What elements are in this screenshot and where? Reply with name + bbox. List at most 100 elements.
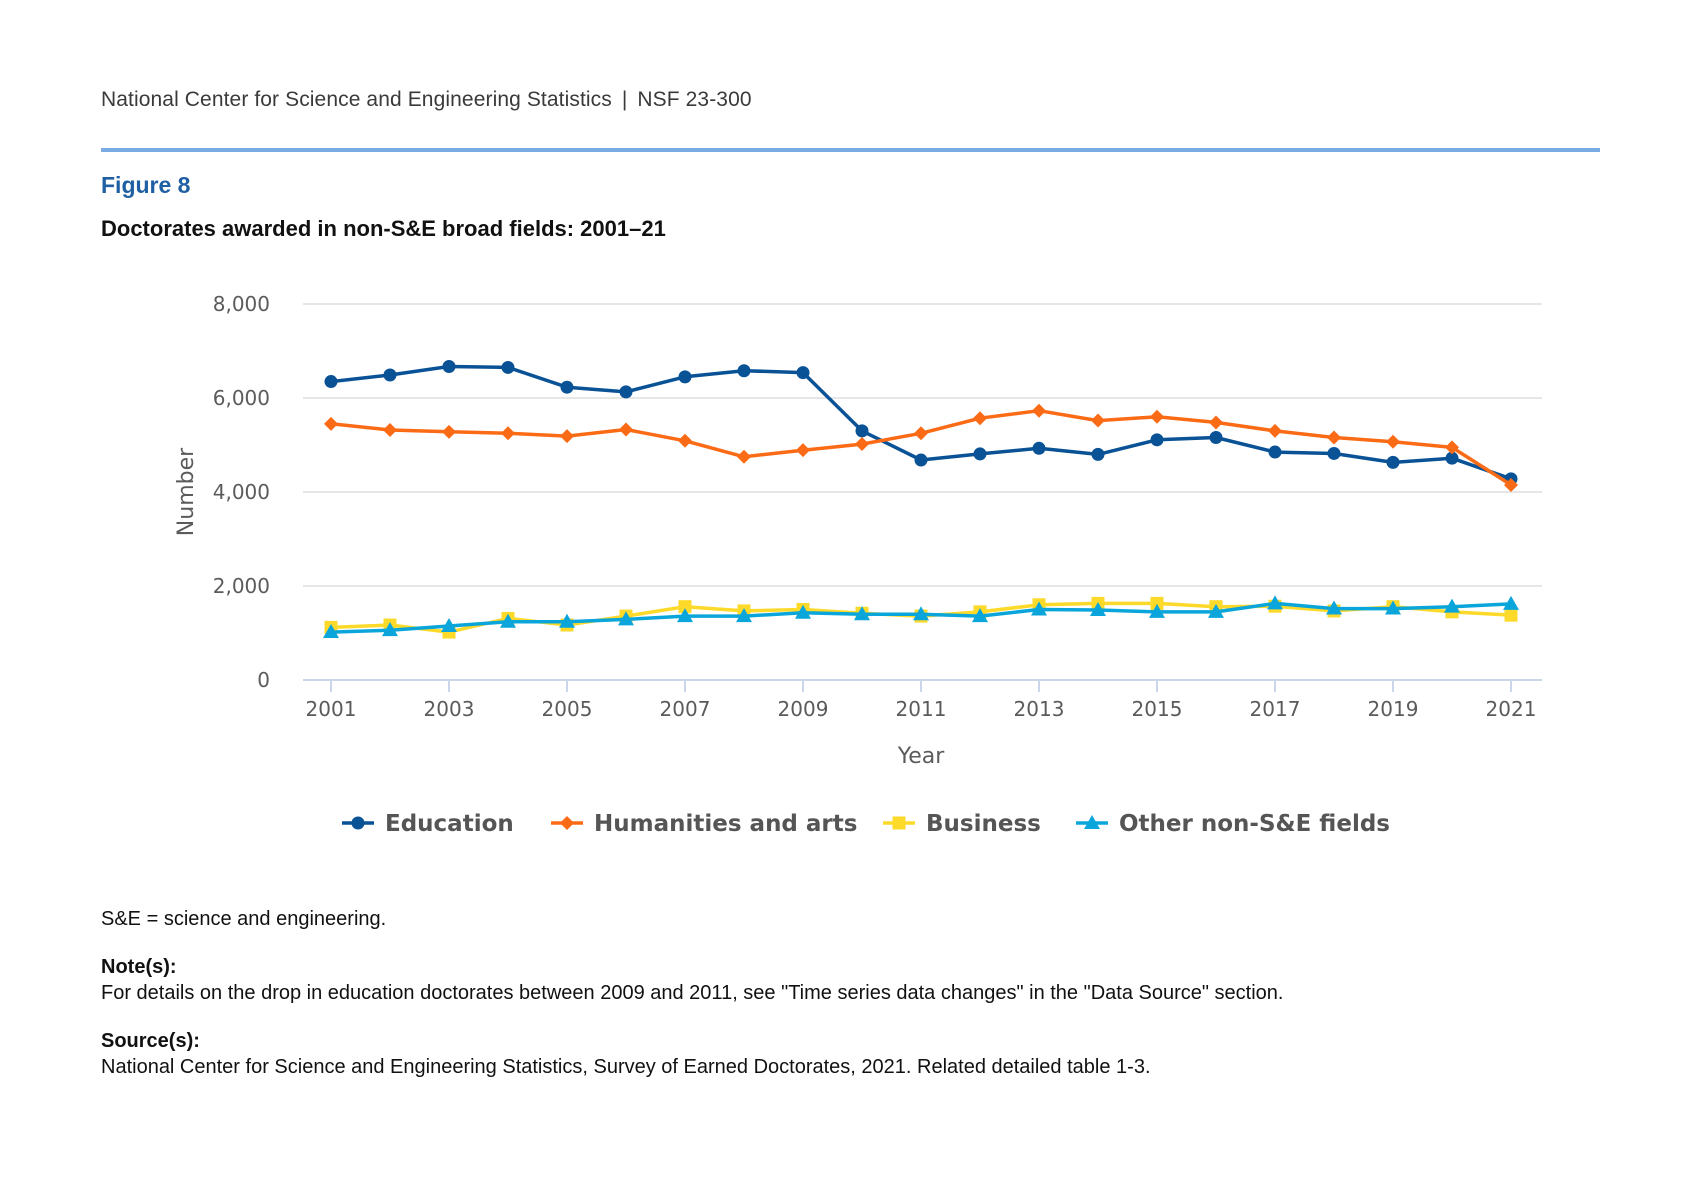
education-point [973,447,987,461]
other-non-s-e-fields-point [441,617,457,632]
note-block: Note(s): For details on the drop in educ… [101,954,1283,1006]
humanities-and-arts-point [796,443,810,458]
humanities-and-arts-point [1386,434,1400,449]
education-point [383,368,397,382]
business-point [678,600,692,614]
legend-label: Education [385,811,514,837]
other-non-s-e-fields-point [559,613,575,628]
legend-item-business[interactable]: Business [883,811,1041,837]
other-non-s-e-fields-point [736,608,752,623]
source-block: Source(s): National Center for Science a… [101,1028,1283,1080]
x-tick-label: 2005 [542,697,593,721]
header-rule [101,148,1600,152]
education-point [1209,430,1223,444]
x-tick-label: 2003 [424,697,475,721]
education-point [1150,433,1164,447]
humanities-and-arts-point [1504,477,1518,492]
humanities-and-arts-point [442,424,456,439]
y-tick-label: 0 [257,668,270,692]
education-point [1091,447,1105,461]
education-point [737,364,751,378]
other-non-s-e-fields-point [854,606,870,621]
legend: Education Humanities and arts Business Othe… [342,811,1390,837]
abbreviation-note: S&E = science and engineering. [101,908,387,930]
humanities-and-arts-point [619,422,633,437]
other-non-s-e-fields-point [1444,598,1460,613]
report-id: NSF 23-300 [637,88,752,111]
line-chart: 0 2,000 4,000 6,000 8,000 2001 2003 2005 2007 200… [174,292,1542,837]
x-tick-label: 2013 [1014,697,1065,721]
figure-title: Doctorates awarded in non-S&E broad fiel… [101,216,666,241]
other-non-s-e-fields-point [795,604,811,619]
education-point [796,366,810,380]
other-non-s-e-fields-point [1326,600,1342,615]
education-point [324,375,338,389]
education-point [1445,451,1459,465]
x-tick-label: 2011 [896,697,947,721]
education-point [914,453,928,467]
other-non-s-e-fields-point [677,608,693,623]
other-non-s-e-fields-point [323,624,339,639]
legend-item-humanities-and-arts[interactable]: Humanities and arts [551,811,857,837]
note-label: Note(s): [101,956,177,978]
legend-marker-square-icon [892,816,906,830]
y-tick-label: 2,000 [213,574,270,598]
humanities-and-arts-point [1150,409,1164,424]
x-tick-label: 2015 [1132,697,1183,721]
education-point [1268,445,1282,459]
humanities-and-arts-point [855,437,869,452]
report-header: National Center for Science and Engineer… [101,88,752,112]
humanities-and-arts-point [324,416,338,431]
other-non-s-e-fields-point [1208,603,1224,618]
x-axis-title: Year [897,744,946,769]
legend-item-other-non-s-e-fields[interactable]: Other non-S&E fields [1076,811,1390,837]
humanities-and-arts-point [678,433,692,448]
legend-marker-circle-icon [351,816,365,830]
education-point [560,380,574,394]
y-tick-label: 4,000 [213,480,270,504]
humanities-and-arts-point [1445,440,1459,455]
education-point [1032,441,1046,455]
humanities-and-arts-point [1268,423,1282,438]
business-point [1504,608,1518,622]
humanities-and-arts-point [501,426,515,441]
other-non-s-e-fields-point [500,613,516,628]
note-text: For details on the drop in education doc… [101,982,1284,1004]
legend-item-education[interactable]: Education [342,811,514,837]
series-lines [323,360,1519,639]
education-point [501,360,515,374]
humanities-and-arts-point [973,411,987,426]
education-point [619,385,633,399]
humanities-and-arts-point [560,429,574,444]
other-non-s-e-fields-point [1267,595,1283,610]
education-point [1327,446,1341,460]
source-text: National Center for Science and Engineer… [101,1056,1151,1078]
axes: 0 2,000 4,000 6,000 8,000 2001 2003 2005 2007 200… [213,292,1542,721]
legend-label: Humanities and arts [594,811,857,837]
series-other-non-s-e-fields [323,595,1519,639]
y-tick-label: 6,000 [213,386,270,410]
legend-label: Other non-S&E fields [1119,811,1390,837]
legend-marker-triangle-icon [1084,815,1100,829]
business-point [1150,596,1164,610]
x-tick-label: 2017 [1250,697,1301,721]
humanities-and-arts-point [383,422,397,437]
other-non-s-e-fields-point [1385,600,1401,615]
other-non-s-e-fields-point [1090,601,1106,616]
other-non-s-e-fields-point [1149,603,1165,618]
humanities-and-arts-point [1209,415,1223,430]
other-non-s-e-fields-point [618,611,634,626]
education-point [678,370,692,384]
humanities-and-arts-point [914,426,928,441]
other-non-s-e-fields-point [382,622,398,637]
x-tick-label: 2019 [1368,697,1419,721]
humanities-and-arts-point [1091,413,1105,428]
education-point [1386,455,1400,469]
humanities-and-arts-point [1032,403,1046,418]
org-name: National Center for Science and Engineer… [101,88,612,111]
education-point [442,360,456,374]
x-tick-label: 2009 [778,697,829,721]
education-point [855,424,869,438]
series-humanities-and-arts [324,403,1518,492]
figure-label: Figure 8 [101,172,191,198]
